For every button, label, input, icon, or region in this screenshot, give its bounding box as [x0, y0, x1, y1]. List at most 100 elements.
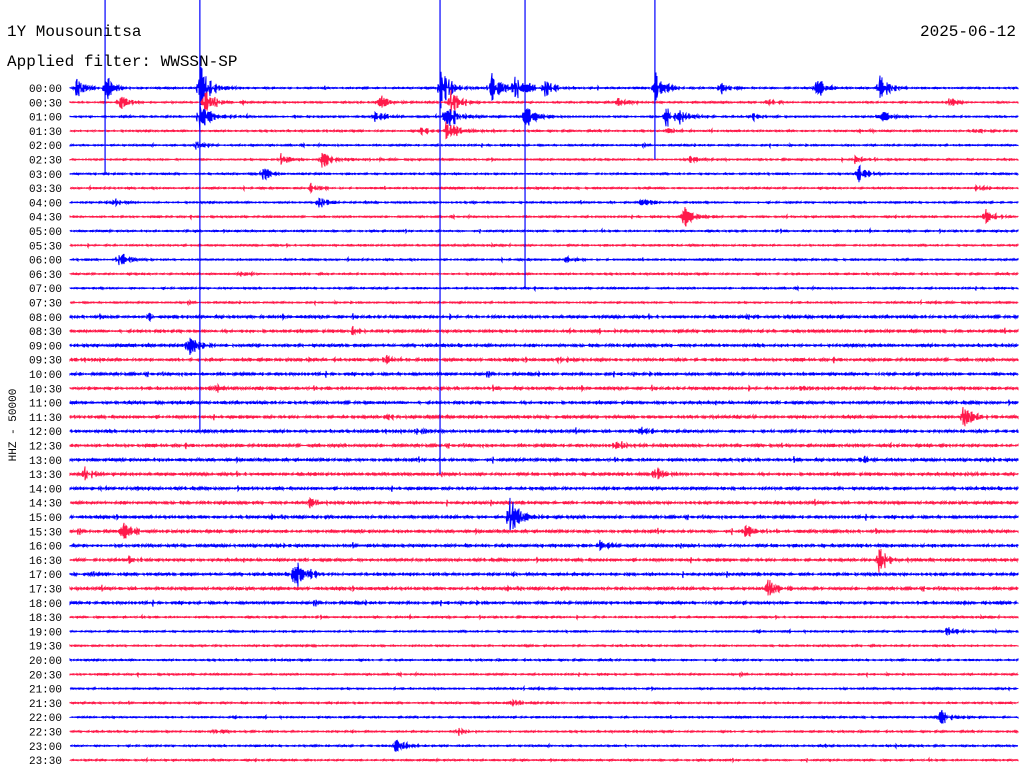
row-label: 09:00 — [29, 341, 62, 353]
trace-0400 — [69, 197, 1019, 208]
trace-1700 — [69, 562, 1019, 589]
trace-0800 — [69, 312, 1019, 323]
row-label: 16:30 — [29, 556, 62, 568]
row-label: 16:00 — [29, 542, 62, 554]
trace-1530 — [69, 522, 1019, 539]
row-label: 09:30 — [29, 356, 62, 368]
trace-1030 — [69, 382, 1019, 393]
trace-2030 — [69, 670, 1019, 679]
trace-1730 — [69, 579, 1019, 596]
row-label: 00:00 — [29, 84, 62, 96]
trace-1400 — [69, 484, 1019, 493]
trace-0330 — [69, 182, 1019, 194]
trace-1300 — [69, 455, 1019, 465]
row-label: 17:00 — [29, 570, 62, 582]
trace-0700 — [69, 284, 1019, 293]
row-label: 07:30 — [29, 299, 62, 311]
trace-0100 — [69, 104, 1019, 133]
row-label: 04:00 — [29, 198, 62, 210]
trace-1430 — [69, 496, 1019, 509]
trace-2300 — [69, 739, 1019, 752]
row-label: 00:30 — [29, 98, 62, 110]
row-label: 13:30 — [29, 470, 62, 482]
row-label: 19:30 — [29, 642, 62, 654]
trace-0500 — [69, 227, 1019, 235]
trace-0900 — [69, 337, 1019, 355]
row-label: 14:30 — [29, 499, 62, 511]
trace-0930 — [69, 354, 1019, 365]
row-label: 10:30 — [29, 384, 62, 396]
row-label: 18:00 — [29, 599, 62, 611]
trace-1630 — [69, 548, 1019, 573]
row-label: 06:00 — [29, 256, 62, 268]
row-label: 06:30 — [29, 270, 62, 282]
row-label: 01:00 — [29, 113, 62, 125]
trace-1230 — [69, 441, 1019, 450]
row-label: 12:30 — [29, 442, 62, 454]
trace-1500 — [69, 497, 1019, 533]
row-label: 04:30 — [29, 213, 62, 225]
row-label: 14:00 — [29, 484, 62, 496]
station-title: 1Y Mousounitsa — [7, 23, 142, 41]
row-label: 15:00 — [29, 513, 62, 525]
row-label: 22:30 — [29, 728, 62, 740]
row-label: 20:30 — [29, 670, 62, 682]
row-label: 03:00 — [29, 170, 62, 182]
row-label: 12:00 — [29, 427, 62, 439]
row-label: 07:00 — [29, 284, 62, 296]
row-label: 19:00 — [29, 627, 62, 639]
row-label: 23:30 — [29, 756, 62, 768]
trace-2200 — [69, 709, 1019, 724]
row-label: 11:30 — [29, 413, 62, 425]
row-label: 03:30 — [29, 184, 62, 196]
row-label: 02:00 — [29, 141, 62, 153]
trace-1330 — [69, 466, 1019, 481]
trace-2100 — [69, 684, 1019, 692]
trace-1930 — [69, 643, 1019, 649]
trace-1100 — [69, 399, 1019, 407]
trace-1200 — [69, 426, 1019, 435]
trace-2230 — [69, 727, 1019, 737]
y-axis-label: HHZ - 50000 — [8, 389, 20, 462]
row-label: 13:00 — [29, 456, 62, 468]
trace-0630 — [69, 270, 1019, 277]
trace-0200 — [69, 141, 1019, 150]
row-label: 20:00 — [29, 656, 62, 668]
row-label: 21:00 — [29, 685, 62, 697]
row-label: 15:30 — [29, 527, 62, 539]
row-label: 11:00 — [29, 399, 62, 411]
traces-group — [69, 0, 1019, 764]
row-label: 05:00 — [29, 227, 62, 239]
row-label: 10:00 — [29, 370, 62, 382]
row-label: 23:00 — [29, 742, 62, 754]
trace-0000 — [69, 66, 1019, 109]
trace-2330 — [69, 756, 1019, 764]
trace-0830 — [69, 325, 1019, 336]
filter-label: Applied filter: WWSSN-SP — [7, 53, 237, 71]
trace-1830 — [69, 613, 1019, 621]
trace-0730 — [69, 298, 1019, 307]
row-label: 05:30 — [29, 241, 62, 253]
date-label: 2025-06-12 — [920, 23, 1016, 41]
trace-0230 — [69, 152, 1019, 168]
trace-2000 — [69, 657, 1019, 663]
trace-0600 — [69, 253, 1019, 266]
row-label: 18:30 — [29, 613, 62, 625]
row-label: 17:30 — [29, 585, 62, 597]
trace-0530 — [69, 241, 1019, 250]
row-label: 08:30 — [29, 327, 62, 339]
trace-1130 — [69, 407, 1019, 427]
trace-0130 — [69, 121, 1019, 140]
trace-1600 — [69, 539, 1019, 552]
row-labels-group: 00:00 00:30 01:00 01:30 02:00 02:30 03:00 03:30… — [29, 84, 62, 768]
trace-0030 — [69, 89, 1019, 114]
row-label: 02:30 — [29, 156, 62, 168]
row-label: 22:00 — [29, 713, 62, 725]
trace-0300 — [69, 164, 1019, 183]
row-label: 21:30 — [29, 699, 62, 711]
trace-1000 — [69, 370, 1019, 378]
trace-0430 — [69, 207, 1019, 227]
trace-2130 — [69, 698, 1019, 707]
row-label: 08:00 — [29, 313, 62, 325]
